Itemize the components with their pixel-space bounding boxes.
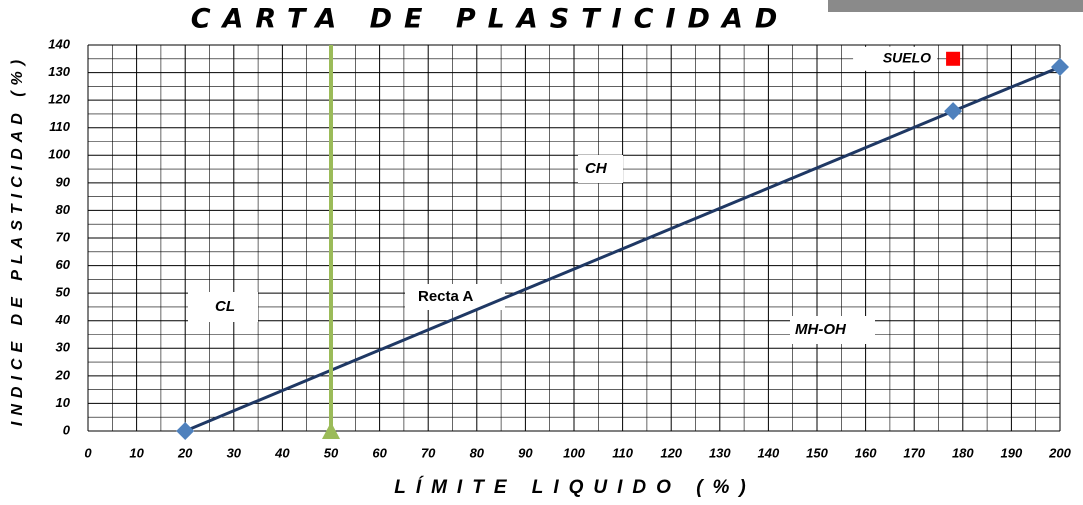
- y-tick-label: 100: [48, 147, 70, 162]
- y-tick-label: 80: [56, 202, 71, 217]
- y-tick-label: 90: [56, 174, 71, 189]
- legend-label: SUELO: [883, 49, 931, 65]
- x-tick-label: 140: [758, 445, 780, 460]
- corner-image: [828, 0, 1083, 12]
- y-tick-label: 50: [56, 285, 71, 300]
- x-axis-label: LÍMITE LIQUIDO (%): [394, 476, 756, 498]
- y-axis-label: INDICE DE PLASTICIDAD (%): [9, 54, 26, 426]
- x-tick-label: 150: [806, 445, 828, 460]
- x-tick-label: 160: [855, 445, 877, 460]
- x-tick-label: 40: [274, 445, 290, 460]
- y-tick-label: 60: [56, 257, 71, 272]
- y-tick-label: 120: [48, 92, 70, 107]
- x-tick-label: 180: [952, 445, 974, 460]
- x-tick-label: 50: [324, 445, 339, 460]
- y-tick-label: 30: [56, 340, 71, 355]
- y-tick-label: 10: [56, 395, 71, 410]
- annotation-box: [790, 316, 875, 344]
- y-tick-label: 110: [49, 119, 70, 134]
- x-tick-label: 90: [518, 445, 533, 460]
- annotation-box: [578, 155, 623, 183]
- marker: [1051, 58, 1069, 77]
- y-tick-label: 0: [63, 422, 71, 437]
- x-tick-label: 20: [177, 445, 193, 460]
- annotation: CH: [585, 160, 608, 177]
- y-tick-label: 70: [56, 229, 71, 244]
- soil-point: [946, 51, 961, 66]
- x-tick-label: 0: [84, 445, 92, 460]
- y-tick-label: 40: [55, 312, 71, 327]
- x-tick-label: 60: [372, 445, 387, 460]
- annotation-box: [188, 292, 258, 322]
- limit-marker: [322, 422, 340, 439]
- x-tick-label: 30: [227, 445, 242, 460]
- y-tick-label: 130: [48, 64, 70, 79]
- x-tick-label: 100: [563, 445, 585, 460]
- annotation: Recta A: [418, 288, 473, 305]
- x-tick-label: 120: [660, 445, 682, 460]
- y-tick-label: 140: [48, 36, 70, 51]
- chart-title: CARTA DE PLASTICIDAD: [191, 4, 790, 35]
- x-tick-label: 170: [903, 445, 925, 460]
- legend-box: [853, 46, 938, 71]
- x-tick-label: 70: [421, 445, 436, 460]
- marker: [944, 102, 963, 121]
- x-tick-label: 190: [1001, 445, 1023, 460]
- y-tick-label: 20: [55, 367, 71, 382]
- x-tick-label: 80: [470, 445, 485, 460]
- x-tick-label: 10: [129, 445, 144, 460]
- annotation: CL: [215, 298, 235, 315]
- x-tick-label: 200: [1048, 445, 1071, 460]
- annotation: MH-OH: [795, 321, 847, 338]
- marker: [176, 422, 195, 440]
- annotations: CL Recta A CH MH-OH: [188, 155, 875, 344]
- x-tick-label: 130: [709, 445, 731, 460]
- x-tick-label: 110: [612, 445, 633, 460]
